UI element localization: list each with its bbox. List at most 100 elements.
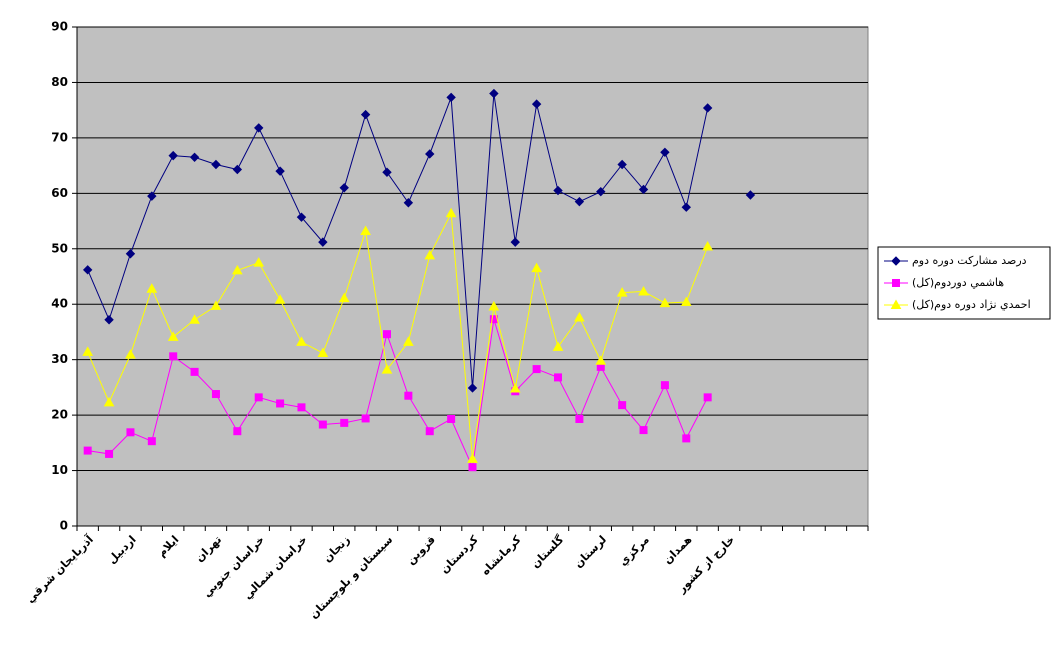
- marker: [254, 393, 263, 402]
- marker: [403, 336, 414, 346]
- legend-label: درصد مشاركت دوره دوم: [912, 254, 1027, 267]
- marker: [682, 434, 691, 443]
- marker: [231, 264, 243, 275]
- x-tick-label: ايلام: [155, 533, 181, 559]
- marker: [360, 225, 371, 236]
- legend-marker: [890, 299, 902, 309]
- marker: [703, 393, 712, 402]
- legend-label: هاشمي دوردوم(كل): [912, 276, 1004, 289]
- marker: [639, 426, 648, 435]
- marker: [553, 185, 563, 196]
- marker: [103, 396, 115, 407]
- marker: [659, 297, 671, 308]
- marker: [233, 427, 242, 436]
- x-tick-label: مركزي: [616, 533, 651, 568]
- marker: [488, 300, 500, 311]
- marker: [702, 103, 713, 113]
- marker: [745, 190, 756, 200]
- marker: [445, 207, 457, 218]
- marker: [596, 186, 606, 197]
- marker: [404, 391, 413, 400]
- x-tick-label: گلستان: [529, 533, 567, 571]
- marker: [275, 166, 285, 176]
- marker: [382, 330, 391, 339]
- x-tick-label: لرستان: [572, 533, 609, 570]
- marker: [660, 381, 669, 390]
- marker: [509, 382, 521, 393]
- marker: [296, 336, 307, 346]
- legend-marker: [891, 256, 901, 266]
- marker: [595, 355, 607, 365]
- y-tick-label: 20: [51, 408, 68, 422]
- marker: [618, 401, 627, 410]
- marker: [147, 437, 156, 446]
- marker: [447, 414, 456, 423]
- marker: [189, 314, 200, 324]
- marker: [232, 164, 243, 175]
- marker: [638, 184, 649, 195]
- marker: [189, 152, 200, 163]
- marker: [616, 287, 628, 297]
- x-tick-label: كرمانشاه: [479, 533, 524, 578]
- marker: [554, 373, 563, 382]
- marker: [361, 414, 370, 423]
- x-tick-label: اردبيل: [105, 533, 138, 566]
- marker: [146, 283, 158, 293]
- y-tick-label: 30: [51, 352, 68, 366]
- marker: [104, 315, 114, 325]
- y-tick-label: 70: [51, 130, 68, 144]
- marker: [317, 347, 329, 358]
- marker: [168, 150, 178, 161]
- marker: [167, 331, 179, 341]
- marker: [318, 237, 328, 247]
- y-tick-label: 90: [51, 20, 68, 34]
- marker: [126, 428, 135, 437]
- marker: [340, 418, 349, 427]
- marker: [338, 292, 350, 303]
- marker: [253, 257, 265, 267]
- marker: [381, 364, 393, 374]
- y-tick-label: 60: [51, 186, 68, 200]
- marker: [617, 159, 627, 170]
- marker: [211, 159, 221, 170]
- marker: [360, 109, 371, 120]
- marker: [574, 196, 585, 207]
- marker: [510, 237, 520, 247]
- marker: [531, 99, 542, 109]
- marker: [147, 191, 157, 201]
- legend-marker: [892, 279, 900, 287]
- legend-label: احمدي نژاد دوره دوم(كل): [912, 298, 1031, 311]
- marker: [211, 390, 220, 399]
- y-tick-label: 10: [51, 463, 68, 477]
- marker: [680, 296, 692, 307]
- marker: [467, 383, 478, 393]
- marker: [82, 346, 94, 356]
- legend: درصد مشاركت دوره دوم هاشمي دوردوم(كل) احمد…: [877, 246, 1051, 320]
- marker: [276, 399, 285, 408]
- marker: [403, 198, 414, 208]
- marker: [702, 241, 714, 251]
- marker: [660, 147, 670, 158]
- x-tick-label: زنجان: [321, 533, 353, 565]
- marker: [254, 123, 264, 133]
- marker: [125, 249, 136, 259]
- marker: [425, 149, 435, 159]
- x-tick-label: همدان: [661, 533, 695, 567]
- marker: [169, 352, 178, 361]
- x-tick-label: قزوين: [404, 533, 438, 567]
- marker: [467, 453, 478, 463]
- marker: [574, 312, 585, 322]
- marker: [552, 341, 564, 351]
- y-tick-label: 50: [51, 241, 68, 255]
- marker: [83, 446, 92, 455]
- y-tick-label: 80: [51, 75, 68, 89]
- marker: [638, 285, 649, 296]
- marker: [424, 249, 436, 260]
- marker: [532, 365, 541, 374]
- x-tick-label: آذربايجان شرقي: [23, 532, 96, 605]
- marker: [339, 183, 349, 193]
- marker: [575, 414, 584, 423]
- y-tick-label: 0: [60, 519, 68, 533]
- x-tick-label: كردستان: [438, 533, 481, 576]
- marker: [531, 262, 542, 273]
